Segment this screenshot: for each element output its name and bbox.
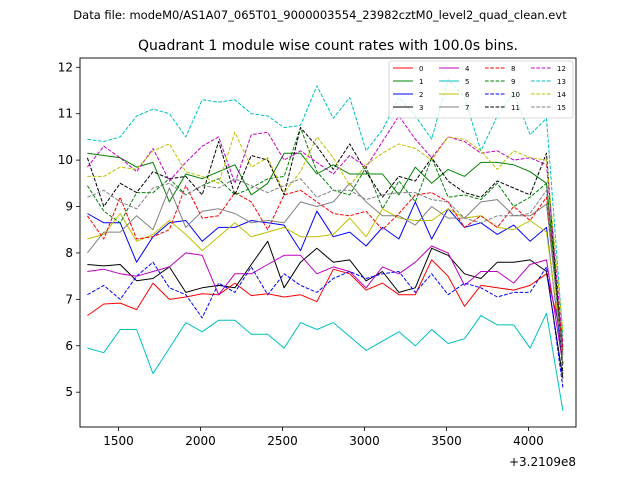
series-line-1: [87, 152, 564, 351]
x-axis: 1500 2000 2500 3000 3500 4000: [103, 427, 544, 448]
legend-label-9: 9: [511, 78, 515, 86]
series-line-13: [87, 78, 564, 337]
series-line-8: [86, 185, 564, 351]
x-tick-label: 3000: [349, 434, 380, 448]
legend-label-12: 12: [557, 65, 566, 73]
x-tick-label: 4000: [513, 434, 544, 448]
y-tick-label: 7: [65, 292, 73, 306]
legend-box: [388, 60, 574, 119]
series-line-9: [86, 127, 564, 365]
series-line-14: [87, 131, 564, 332]
legend-label-7: 7: [465, 104, 469, 112]
plot-lines: [86, 78, 564, 411]
legend-label-14: 14: [557, 91, 566, 99]
y-tick-label: 11: [58, 107, 73, 121]
y-tick-label: 6: [65, 339, 73, 353]
x-tick-label: 2000: [185, 434, 216, 448]
legend-label-6: 6: [465, 91, 470, 99]
series-line-11: [86, 127, 564, 374]
y-axis: 5 6 7 8 9 10 11 12: [58, 60, 80, 399]
series-line-0: [87, 259, 564, 342]
legend-label-4: 4: [465, 65, 470, 73]
legend-label-13: 13: [557, 78, 566, 86]
data-file-caption: Data file: modeM0/AS1A07_065T01_90000035…: [73, 8, 567, 22]
legend-label-2: 2: [419, 91, 423, 99]
series-line-10: [87, 261, 564, 388]
series-line-12: [87, 115, 564, 346]
y-tick-label: 10: [58, 153, 73, 167]
x-tick-label: 1500: [103, 434, 134, 448]
legend-label-3: 3: [419, 104, 423, 112]
y-tick-label: 5: [65, 385, 73, 399]
legend-label-0: 0: [419, 65, 423, 73]
x-tick-label: 2500: [267, 434, 298, 448]
legend-label-8: 8: [511, 65, 515, 73]
plot-frame: [79, 57, 577, 428]
series-line-5: [87, 312, 564, 411]
legend-label-1: 1: [419, 78, 423, 86]
legend-label-10: 10: [511, 91, 520, 99]
series-line-15: [87, 178, 564, 365]
legend-label-11: 11: [511, 104, 520, 112]
series-line-4: [87, 245, 564, 365]
chart-title: Quadrant 1 module wise count rates with …: [138, 38, 518, 54]
legend-label-5: 5: [465, 78, 469, 86]
series-line-2: [87, 201, 564, 365]
y-tick-label: 9: [65, 200, 73, 214]
x-tick-label: 3500: [431, 434, 462, 448]
x-offset-label: +3.2109e8: [509, 455, 576, 469]
y-tick-label: 12: [58, 60, 73, 74]
y-tick-label: 8: [65, 246, 73, 260]
legend-label-15: 15: [557, 104, 566, 112]
series-line-3: [87, 240, 564, 379]
series-line-7: [87, 182, 564, 356]
